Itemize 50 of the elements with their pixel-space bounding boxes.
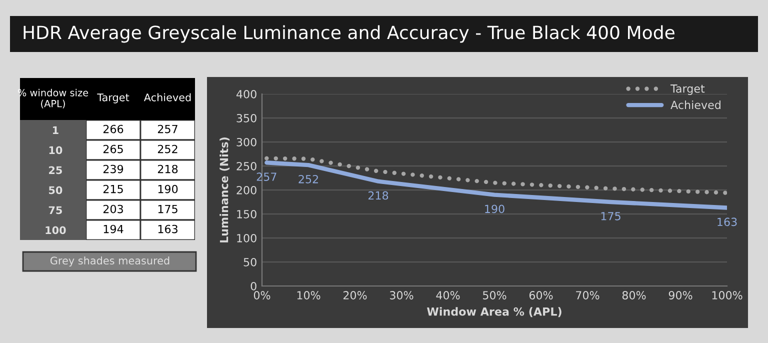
y-tick-label: 250 bbox=[236, 162, 256, 170]
data-label: 215 bbox=[103, 184, 123, 194]
y-tick-label: 75 bbox=[48, 206, 62, 214]
legend-label: Target bbox=[670, 84, 705, 95]
x-tick-label: 60% bbox=[529, 291, 553, 300]
data-label: 218 bbox=[158, 164, 178, 174]
y-tick-label: 400 bbox=[236, 90, 256, 98]
x-tick-label: 80% bbox=[622, 291, 646, 300]
y-tick-label: 0 bbox=[250, 282, 256, 290]
y-tick-label: 150 bbox=[237, 210, 256, 218]
data-label: 175 bbox=[158, 204, 178, 214]
data-label: 203 bbox=[103, 204, 123, 214]
y-tick-label: 25 bbox=[49, 166, 62, 174]
data-label: 163 bbox=[718, 218, 737, 226]
x-axis-title: Window Area % (APL) bbox=[427, 307, 562, 318]
y-tick-label: 50 bbox=[49, 186, 62, 194]
y-tick-label: 100 bbox=[237, 234, 256, 242]
data-label: 257 bbox=[256, 172, 276, 181]
y-tick-label: 300 bbox=[236, 138, 256, 146]
x-tick-label: 40% bbox=[436, 291, 460, 300]
data-label: 239 bbox=[103, 164, 124, 174]
chart-title: HDR Average Greyscale Luminance and Accuracy - True Black 400 Mode bbox=[24, 25, 674, 43]
data-label: 257 bbox=[158, 124, 178, 134]
data-label: 252 bbox=[298, 174, 318, 184]
x-tick-label: 100% bbox=[712, 291, 742, 300]
y-tick-label: 100 bbox=[46, 226, 66, 234]
data-label: 265 bbox=[103, 144, 123, 154]
y-tick-label: 350 bbox=[236, 114, 256, 122]
y-tick-label: 200 bbox=[236, 186, 256, 194]
x-tick-label: 30% bbox=[390, 291, 414, 300]
data-label: 175 bbox=[601, 212, 620, 220]
y-tick-label: 1 bbox=[52, 126, 58, 134]
data-label: 266 bbox=[103, 124, 124, 134]
y-axis-title: Luminance (Nits) bbox=[220, 138, 230, 242]
x-tick-label: 0% bbox=[254, 291, 270, 300]
data-label: 190 bbox=[158, 184, 178, 194]
legend-label: Achieved bbox=[670, 100, 720, 110]
data-label: 190 bbox=[485, 204, 504, 214]
x-tick-label: 70% bbox=[576, 291, 600, 300]
x-tick-label: 50% bbox=[483, 291, 506, 300]
y-tick-label: 50 bbox=[244, 258, 256, 266]
data-label: 194 bbox=[104, 224, 124, 234]
data-label: 218 bbox=[368, 191, 388, 200]
y-tick-label: 10 bbox=[49, 146, 62, 154]
text: Grey shades measured bbox=[50, 256, 170, 267]
data-label: 252 bbox=[158, 144, 178, 154]
x-tick-label: 90% bbox=[668, 291, 692, 300]
x-tick-label: 20% bbox=[343, 291, 367, 300]
x-tick-label: 10% bbox=[297, 291, 320, 300]
data-label: 163 bbox=[158, 224, 178, 234]
